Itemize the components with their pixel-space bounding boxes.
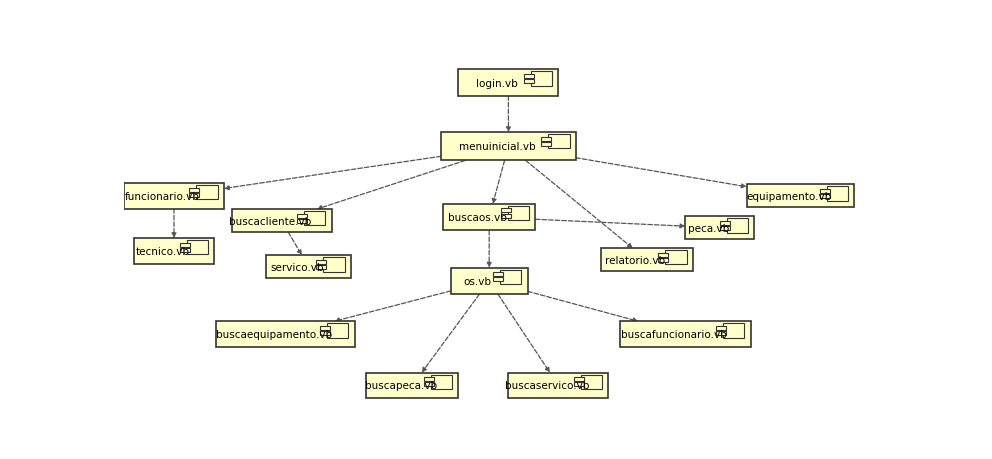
Bar [727,219,748,233]
Bar [320,331,330,335]
Bar [548,135,569,149]
Bar [304,212,325,226]
Bar [327,324,348,338]
Bar [720,221,730,225]
Bar [298,219,307,224]
Bar [316,260,326,264]
Bar [298,214,307,218]
Bar [542,137,551,141]
Bar [720,227,730,230]
Bar [666,251,686,265]
Bar [826,187,848,201]
Bar [231,210,331,233]
Bar [441,133,575,161]
Bar [542,143,551,146]
Bar [601,249,693,272]
Bar [443,204,536,231]
Text: login.vb: login.vb [476,78,518,88]
Bar [323,258,344,272]
Bar [531,72,553,86]
Bar [747,185,854,208]
Text: buscaservico.vb: buscaservico.vb [505,381,589,391]
Bar [501,209,511,213]
Text: peca.vb: peca.vb [687,223,729,233]
Bar [508,207,529,221]
Bar [820,190,829,193]
Bar [620,322,751,347]
Text: buscapeca.vb: buscapeca.vb [365,381,436,391]
Bar [216,322,355,347]
Bar [180,248,189,252]
Bar [659,253,669,257]
Bar [196,186,218,200]
Bar [493,273,503,276]
Bar [716,326,726,330]
Bar [493,278,503,282]
Bar [189,188,199,192]
Text: buscaos.vb: buscaos.vb [448,213,507,223]
Bar [316,265,326,269]
Bar [500,270,522,284]
Bar [124,184,224,209]
Bar [431,375,452,389]
Text: buscaequipamento.vb: buscaequipamento.vb [216,329,332,339]
Bar [685,217,755,240]
Text: menuinicial.vb: menuinicial.vb [458,142,535,152]
Text: equipamento.vb: equipamento.vb [746,191,831,202]
Bar [134,239,214,264]
Bar [501,214,511,218]
Text: buscacliente.vb: buscacliente.vb [229,216,311,226]
Bar [424,382,434,386]
Bar [424,377,434,381]
Bar [820,195,829,199]
Bar [580,375,602,389]
Bar [574,377,583,381]
Bar [524,80,534,84]
Bar [186,241,208,255]
Bar [266,256,351,279]
Text: buscafuncionario.vb: buscafuncionario.vb [621,329,726,339]
Bar [450,268,528,295]
Bar [189,194,199,197]
Text: relatorio.vb: relatorio.vb [605,255,666,265]
Text: servico.vb: servico.vb [270,262,323,272]
Bar [320,326,330,330]
Bar [659,258,669,262]
Bar [574,382,583,386]
Bar [716,331,726,335]
Text: os.vb: os.vb [463,276,492,286]
Bar [508,373,608,398]
Text: funcionario.vb: funcionario.vb [125,191,199,202]
Bar [180,243,189,247]
Bar [524,75,534,78]
Bar [366,373,458,398]
Text: tecnico.vb: tecnico.vb [136,246,189,256]
Bar [458,70,558,96]
Bar [723,324,744,338]
